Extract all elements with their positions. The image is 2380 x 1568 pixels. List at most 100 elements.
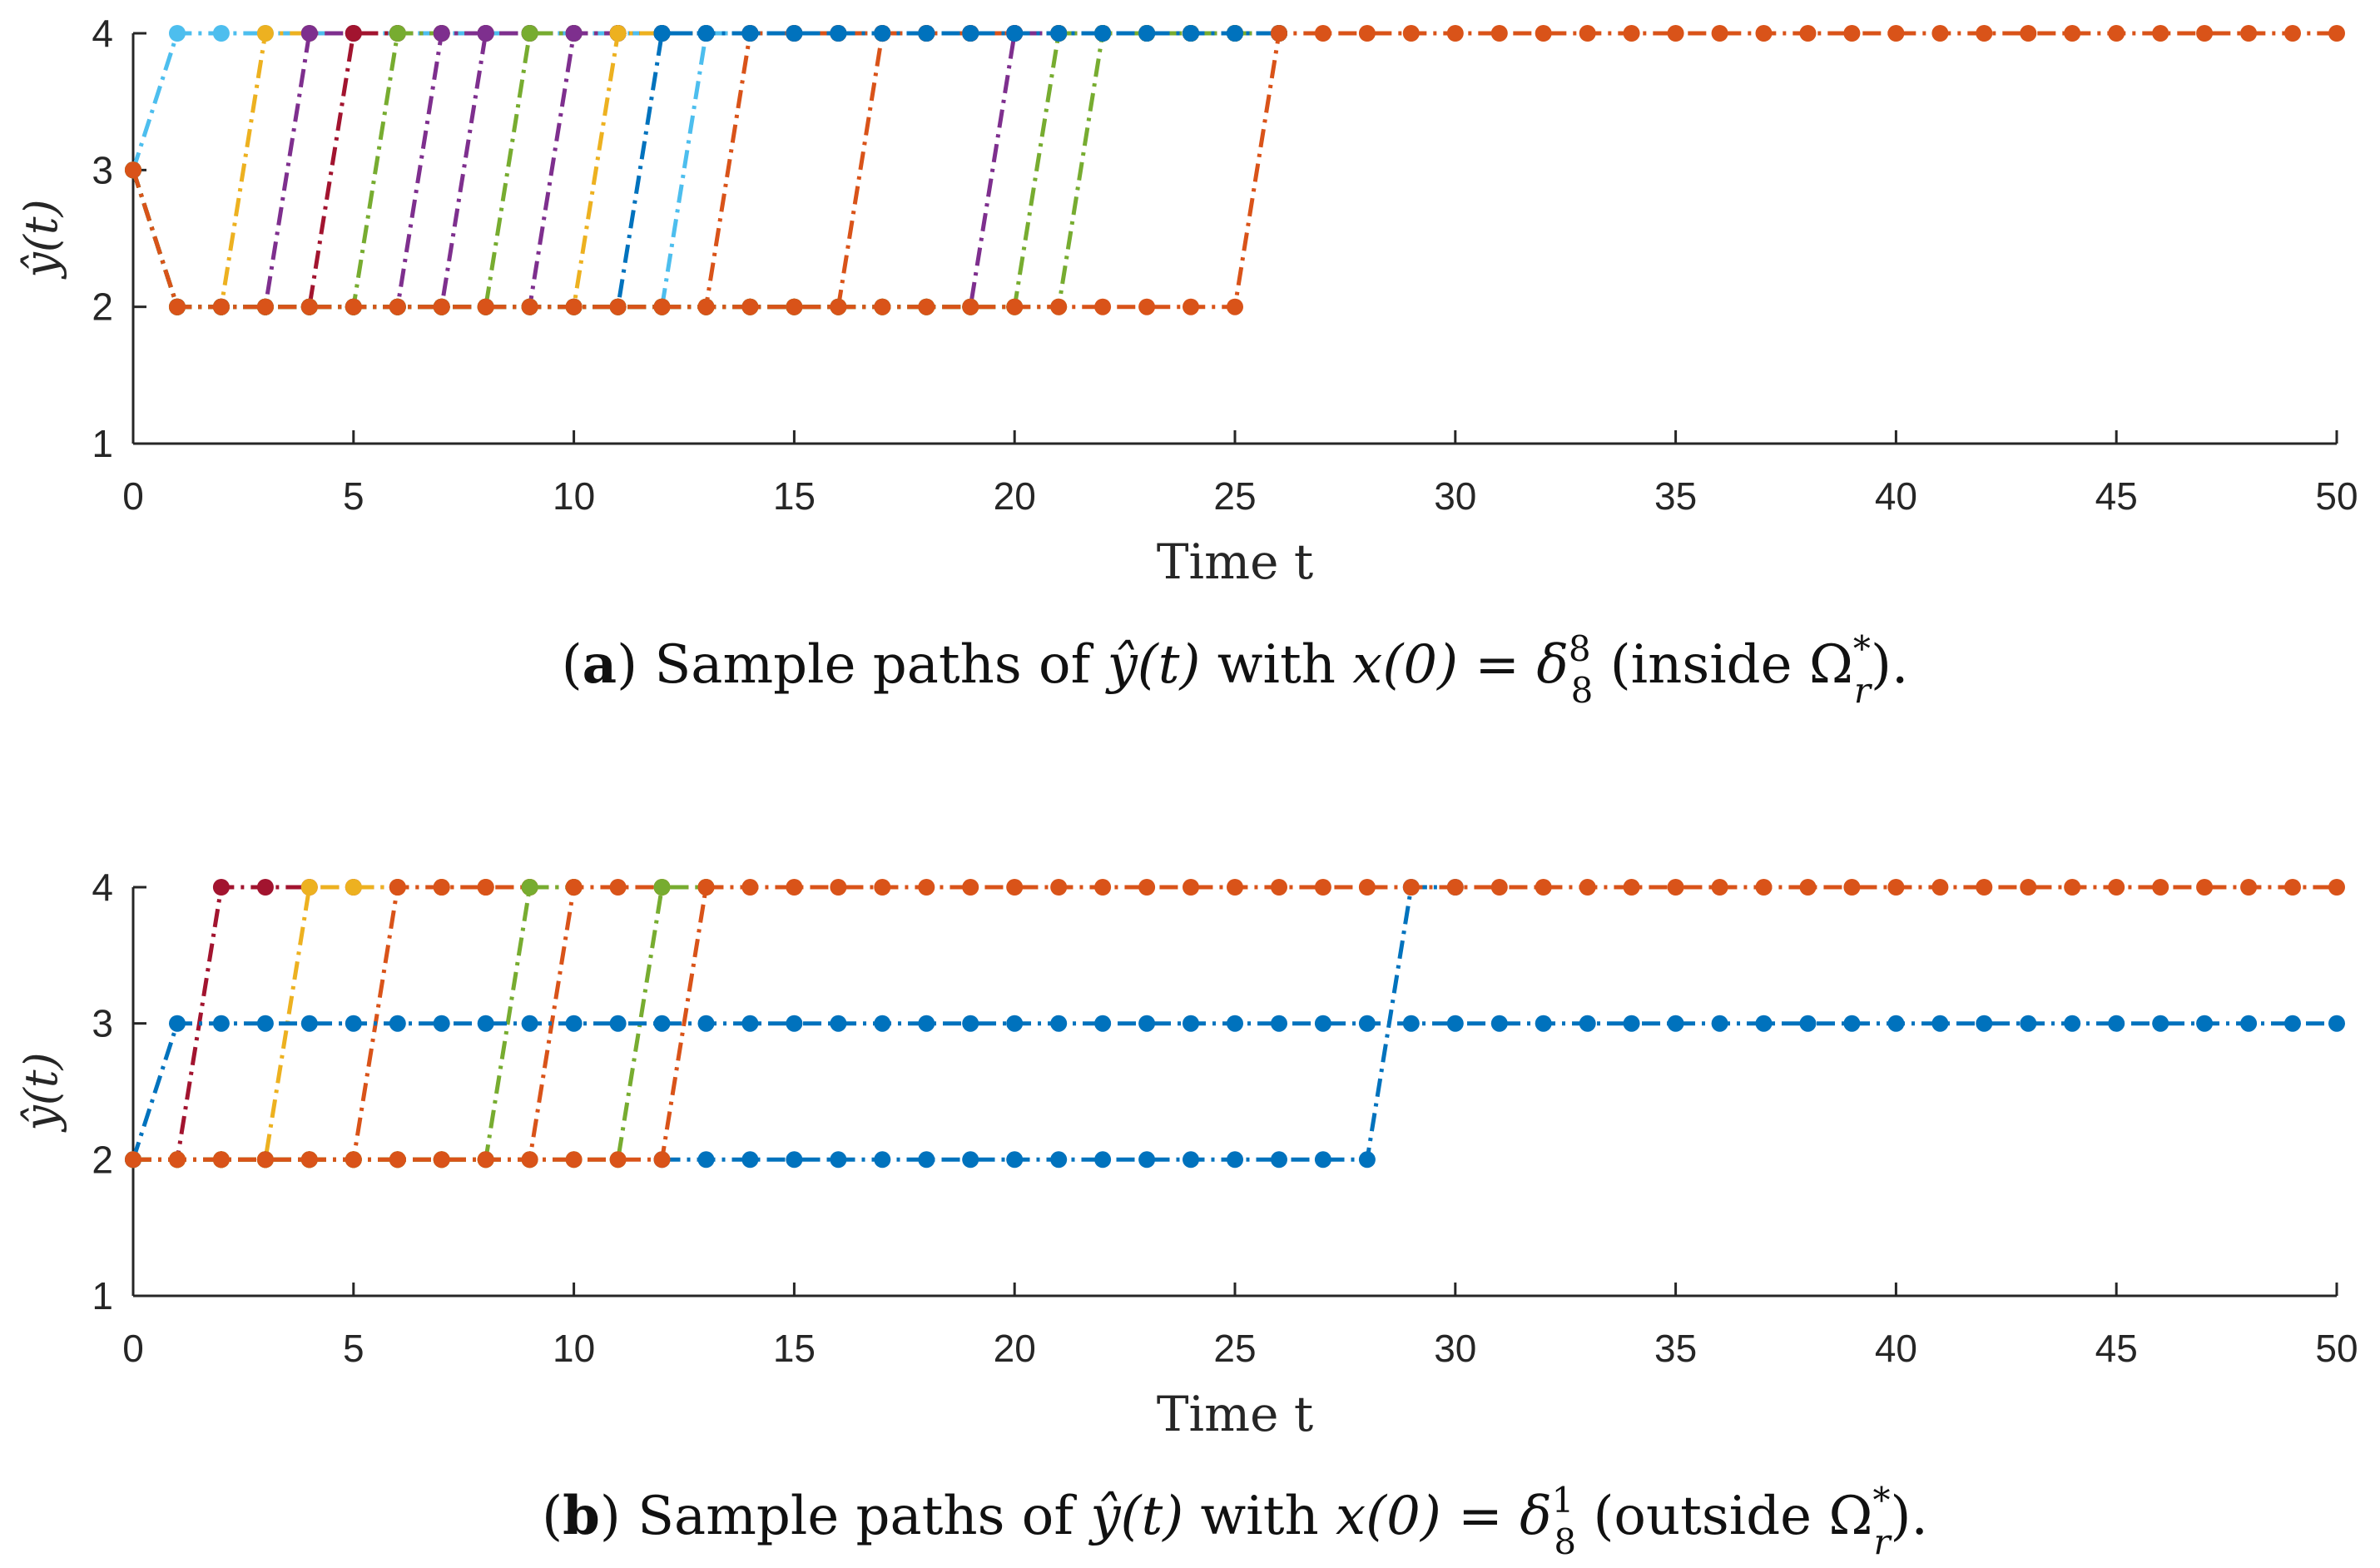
panel-b-data-point xyxy=(1138,879,1156,896)
panel-a-data-point xyxy=(918,298,935,315)
panel-b-data-point xyxy=(2108,879,2125,896)
panel-a-series-line xyxy=(131,31,1279,310)
panel-b-x-tick-label: 25 xyxy=(1213,1327,1256,1370)
panel-b-data-point xyxy=(1535,879,1552,896)
panel-a-x-tick-label: 35 xyxy=(1654,474,1697,518)
panel-a-data-point xyxy=(565,298,583,315)
panel-a-series-path-dominant xyxy=(125,25,2345,315)
panel-b-data-point xyxy=(874,1151,891,1169)
panel-a-x-tick-label: 15 xyxy=(773,474,816,518)
panel-a-data-point xyxy=(697,298,715,315)
panel-a-data-point xyxy=(830,25,847,42)
panel-b-data-point xyxy=(300,879,318,896)
panel-b-data-point xyxy=(2328,1015,2345,1032)
panel-a-data-point xyxy=(477,25,494,42)
panel-b-data-point xyxy=(653,1151,671,1169)
panel-a-caption-part: x(0) xyxy=(1352,634,1458,696)
panel-a-data-point xyxy=(1227,25,1243,42)
panel-a-data-point xyxy=(1843,25,1861,42)
panel-b-data-point xyxy=(125,1151,141,1169)
panel-b-x-tick-label: 40 xyxy=(1875,1327,1917,1370)
panel-a-data-point xyxy=(433,25,450,42)
panel-a-y-axis-label: ŷ(t) xyxy=(15,199,67,279)
panel-b-caption-part: Ω xyxy=(1828,1486,1872,1547)
panel-b-caption-part: 8 xyxy=(1554,1521,1576,1562)
panel-a-caption-part: 8 xyxy=(1569,628,1591,669)
panel-a-x-axis-label: Time t xyxy=(1157,533,1313,590)
panel-a-data-point xyxy=(786,298,803,315)
panel-b-data-point xyxy=(2284,1015,2301,1032)
panel-a-data-point xyxy=(1887,25,1905,42)
panel-a-caption-part: a xyxy=(583,633,617,696)
panel-b-data-point xyxy=(918,1151,935,1169)
panel-b-x-tick-label: 10 xyxy=(553,1327,595,1370)
panel-a-data-point xyxy=(962,298,979,315)
panel-a-series-line xyxy=(131,31,1279,310)
panel-b-data-point xyxy=(697,879,715,896)
panel-a-y-tick-label: 4 xyxy=(92,12,113,55)
panel-b-data-point xyxy=(1094,1151,1112,1169)
panel-a-series-path-16 xyxy=(125,25,1287,315)
panel-a-data-point xyxy=(1402,25,1420,42)
panel-b-data-point xyxy=(565,1151,583,1169)
panel-b-data-point xyxy=(786,1151,803,1169)
panel-b-data-point xyxy=(1314,1015,1331,1032)
panel-a-x-tick-label: 45 xyxy=(2095,474,2138,518)
panel-a-series-path-7 xyxy=(125,25,1287,315)
panel-b-data-point xyxy=(345,879,362,896)
panel-b-data-point xyxy=(256,1015,274,1032)
panel-b-data-point xyxy=(1358,1151,1376,1169)
panel-b-data-point xyxy=(1183,1015,1199,1032)
panel-a-series-line xyxy=(131,31,1279,310)
panel-b-data-point xyxy=(1227,1151,1243,1169)
panel-b-data-point xyxy=(521,879,538,896)
panel-a-series-line xyxy=(131,31,1279,310)
panel-b-data-point xyxy=(433,1015,450,1032)
panel-b-data-point xyxy=(1667,1015,1684,1032)
panel-b-caption-part: x(0) xyxy=(1336,1486,1441,1547)
panel-b-x-tick-label: 30 xyxy=(1434,1327,1476,1370)
panel-a-plot-area xyxy=(125,25,2345,315)
panel-a-y-tick-label: 3 xyxy=(92,148,113,191)
panel-b-data-point xyxy=(1271,879,1287,896)
panel-b-data-point xyxy=(1183,1151,1199,1169)
panel-a-data-point xyxy=(1579,25,1596,42)
panel-b-data-point xyxy=(169,1151,186,1169)
panel-b-data-point xyxy=(389,1151,406,1169)
panel-b-caption-part: = xyxy=(1441,1486,1520,1547)
panel-b-caption: (b) Sample paths of ŷ(t) with x(0) = δ1 8… xyxy=(542,1480,1928,1562)
panel-a-data-point xyxy=(2108,25,2125,42)
panel-a-data-point xyxy=(1271,25,1287,42)
panel-b-data-point xyxy=(521,1015,538,1032)
panel-b-caption-part: r xyxy=(1873,1521,1892,1562)
panel-a-caption-part: ) Sample paths of xyxy=(617,634,1107,696)
panel-a-data-point xyxy=(1183,298,1199,315)
panel-a-data-point xyxy=(1050,298,1068,315)
panel-a-series-path-17 xyxy=(125,25,1287,315)
panel-a-series-line xyxy=(131,31,1279,310)
panel-b-data-point xyxy=(697,1151,715,1169)
panel-a-data-point xyxy=(1138,25,1156,42)
panel-a-series-path-15 xyxy=(125,25,1287,315)
panel-b-series-line xyxy=(131,1021,2337,1161)
panel-b-data-point xyxy=(1227,879,1243,896)
panel-a-data-point xyxy=(212,298,230,315)
panel-b-caption-part: ( xyxy=(542,1486,563,1547)
panel-b-data-point xyxy=(389,879,406,896)
panel-a-data-point xyxy=(1138,298,1156,315)
panel-b-data-point xyxy=(918,879,935,896)
panel-a-x-tick-label: 20 xyxy=(994,474,1036,518)
panel-b-data-point xyxy=(1755,1015,1773,1032)
panel-b-data-point xyxy=(830,879,847,896)
panel-b-caption-part: 1 xyxy=(1552,1480,1574,1521)
panel-b-data-point xyxy=(169,1015,186,1032)
panel-a-data-point xyxy=(653,25,671,42)
panel-b-y-tick-label: 3 xyxy=(92,1002,113,1045)
panel-b-data-point xyxy=(1490,1015,1508,1032)
panel-a-data-point xyxy=(2020,25,2037,42)
panel-a-data-point xyxy=(256,25,274,42)
panel-a-caption-part: ). xyxy=(1871,634,1908,696)
panel-a-series-line xyxy=(131,31,1279,310)
